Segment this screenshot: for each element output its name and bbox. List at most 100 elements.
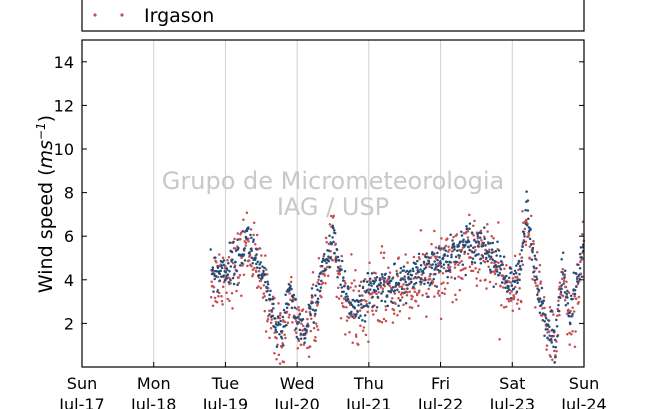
data-point [488, 280, 492, 284]
data-point [492, 285, 495, 289]
data-point [546, 336, 549, 340]
data-point [468, 265, 472, 269]
data-point [361, 329, 365, 333]
data-point [437, 264, 440, 267]
data-point [387, 266, 390, 269]
data-point [529, 227, 532, 231]
data-point [363, 278, 367, 281]
data-point [392, 312, 396, 315]
data-point [563, 291, 567, 294]
data-point [485, 256, 488, 260]
data-point [210, 272, 214, 276]
data-point [535, 251, 539, 254]
data-point [428, 256, 431, 260]
data-point [229, 265, 233, 268]
data-point [320, 279, 323, 283]
data-point [437, 261, 440, 265]
data-point [361, 294, 364, 297]
data-point [311, 301, 314, 304]
data-point [299, 343, 303, 346]
data-point [455, 298, 458, 301]
data-point [365, 280, 369, 284]
data-point [378, 283, 381, 287]
data-point [534, 306, 537, 309]
data-point [483, 235, 486, 238]
data-point [397, 304, 400, 308]
data-point [279, 311, 282, 315]
data-point [553, 338, 557, 342]
data-point [327, 255, 330, 258]
data-point [497, 221, 500, 224]
data-point [312, 321, 316, 324]
x-tick-label-day: Sun [569, 374, 599, 393]
data-point [525, 190, 528, 193]
data-point [530, 258, 534, 261]
data-point [410, 306, 414, 310]
data-point [465, 225, 468, 228]
data-point [430, 266, 434, 270]
data-point [248, 251, 251, 254]
data-point [414, 275, 417, 279]
y-axis-label-close: ) [35, 115, 57, 122]
data-point [487, 250, 491, 254]
data-point [527, 235, 530, 239]
data-point [367, 291, 370, 294]
data-point [440, 291, 444, 295]
data-point [397, 282, 401, 285]
data-point [572, 271, 576, 275]
data-point [350, 281, 354, 285]
data-point [472, 246, 475, 249]
data-point [562, 279, 566, 283]
data-point [515, 290, 519, 293]
data-point [408, 317, 411, 320]
data-point [566, 289, 569, 293]
data-point [545, 344, 549, 347]
data-point [303, 336, 307, 340]
data-point [476, 270, 480, 274]
data-point [367, 340, 370, 344]
data-point [368, 277, 372, 280]
data-point [469, 244, 473, 247]
data-point [545, 317, 548, 320]
data-point [374, 309, 378, 313]
data-point [503, 267, 506, 270]
data-point [414, 300, 418, 303]
data-point [215, 300, 219, 304]
data-point [461, 240, 464, 243]
data-point [511, 277, 515, 280]
data-point [276, 315, 280, 318]
data-point [433, 255, 437, 258]
data-point [301, 324, 305, 327]
data-point [289, 285, 292, 288]
data-point [397, 290, 401, 294]
data-point [387, 290, 390, 293]
data-point [314, 336, 317, 339]
data-point [515, 275, 519, 279]
data-point [219, 269, 222, 273]
data-point [231, 276, 235, 280]
data-point [491, 241, 495, 245]
data-point [422, 271, 425, 275]
data-point [434, 266, 437, 269]
data-point [510, 290, 513, 293]
data-point [520, 300, 523, 304]
data-point [263, 266, 266, 270]
data-point [450, 276, 453, 279]
data-point [531, 278, 534, 281]
data-point [391, 301, 394, 305]
data-point [427, 287, 430, 291]
data-point [447, 250, 450, 254]
legend-marker-2 [120, 13, 124, 17]
data-point [454, 255, 458, 259]
data-point [564, 285, 568, 289]
data-point [391, 286, 395, 289]
data-point [462, 238, 465, 242]
data-point [573, 294, 576, 298]
data-point [577, 300, 580, 304]
data-point [343, 269, 347, 273]
data-point [466, 245, 470, 248]
data-point [291, 300, 294, 303]
data-point [573, 345, 577, 349]
data-point [307, 324, 310, 328]
data-point [468, 222, 472, 225]
